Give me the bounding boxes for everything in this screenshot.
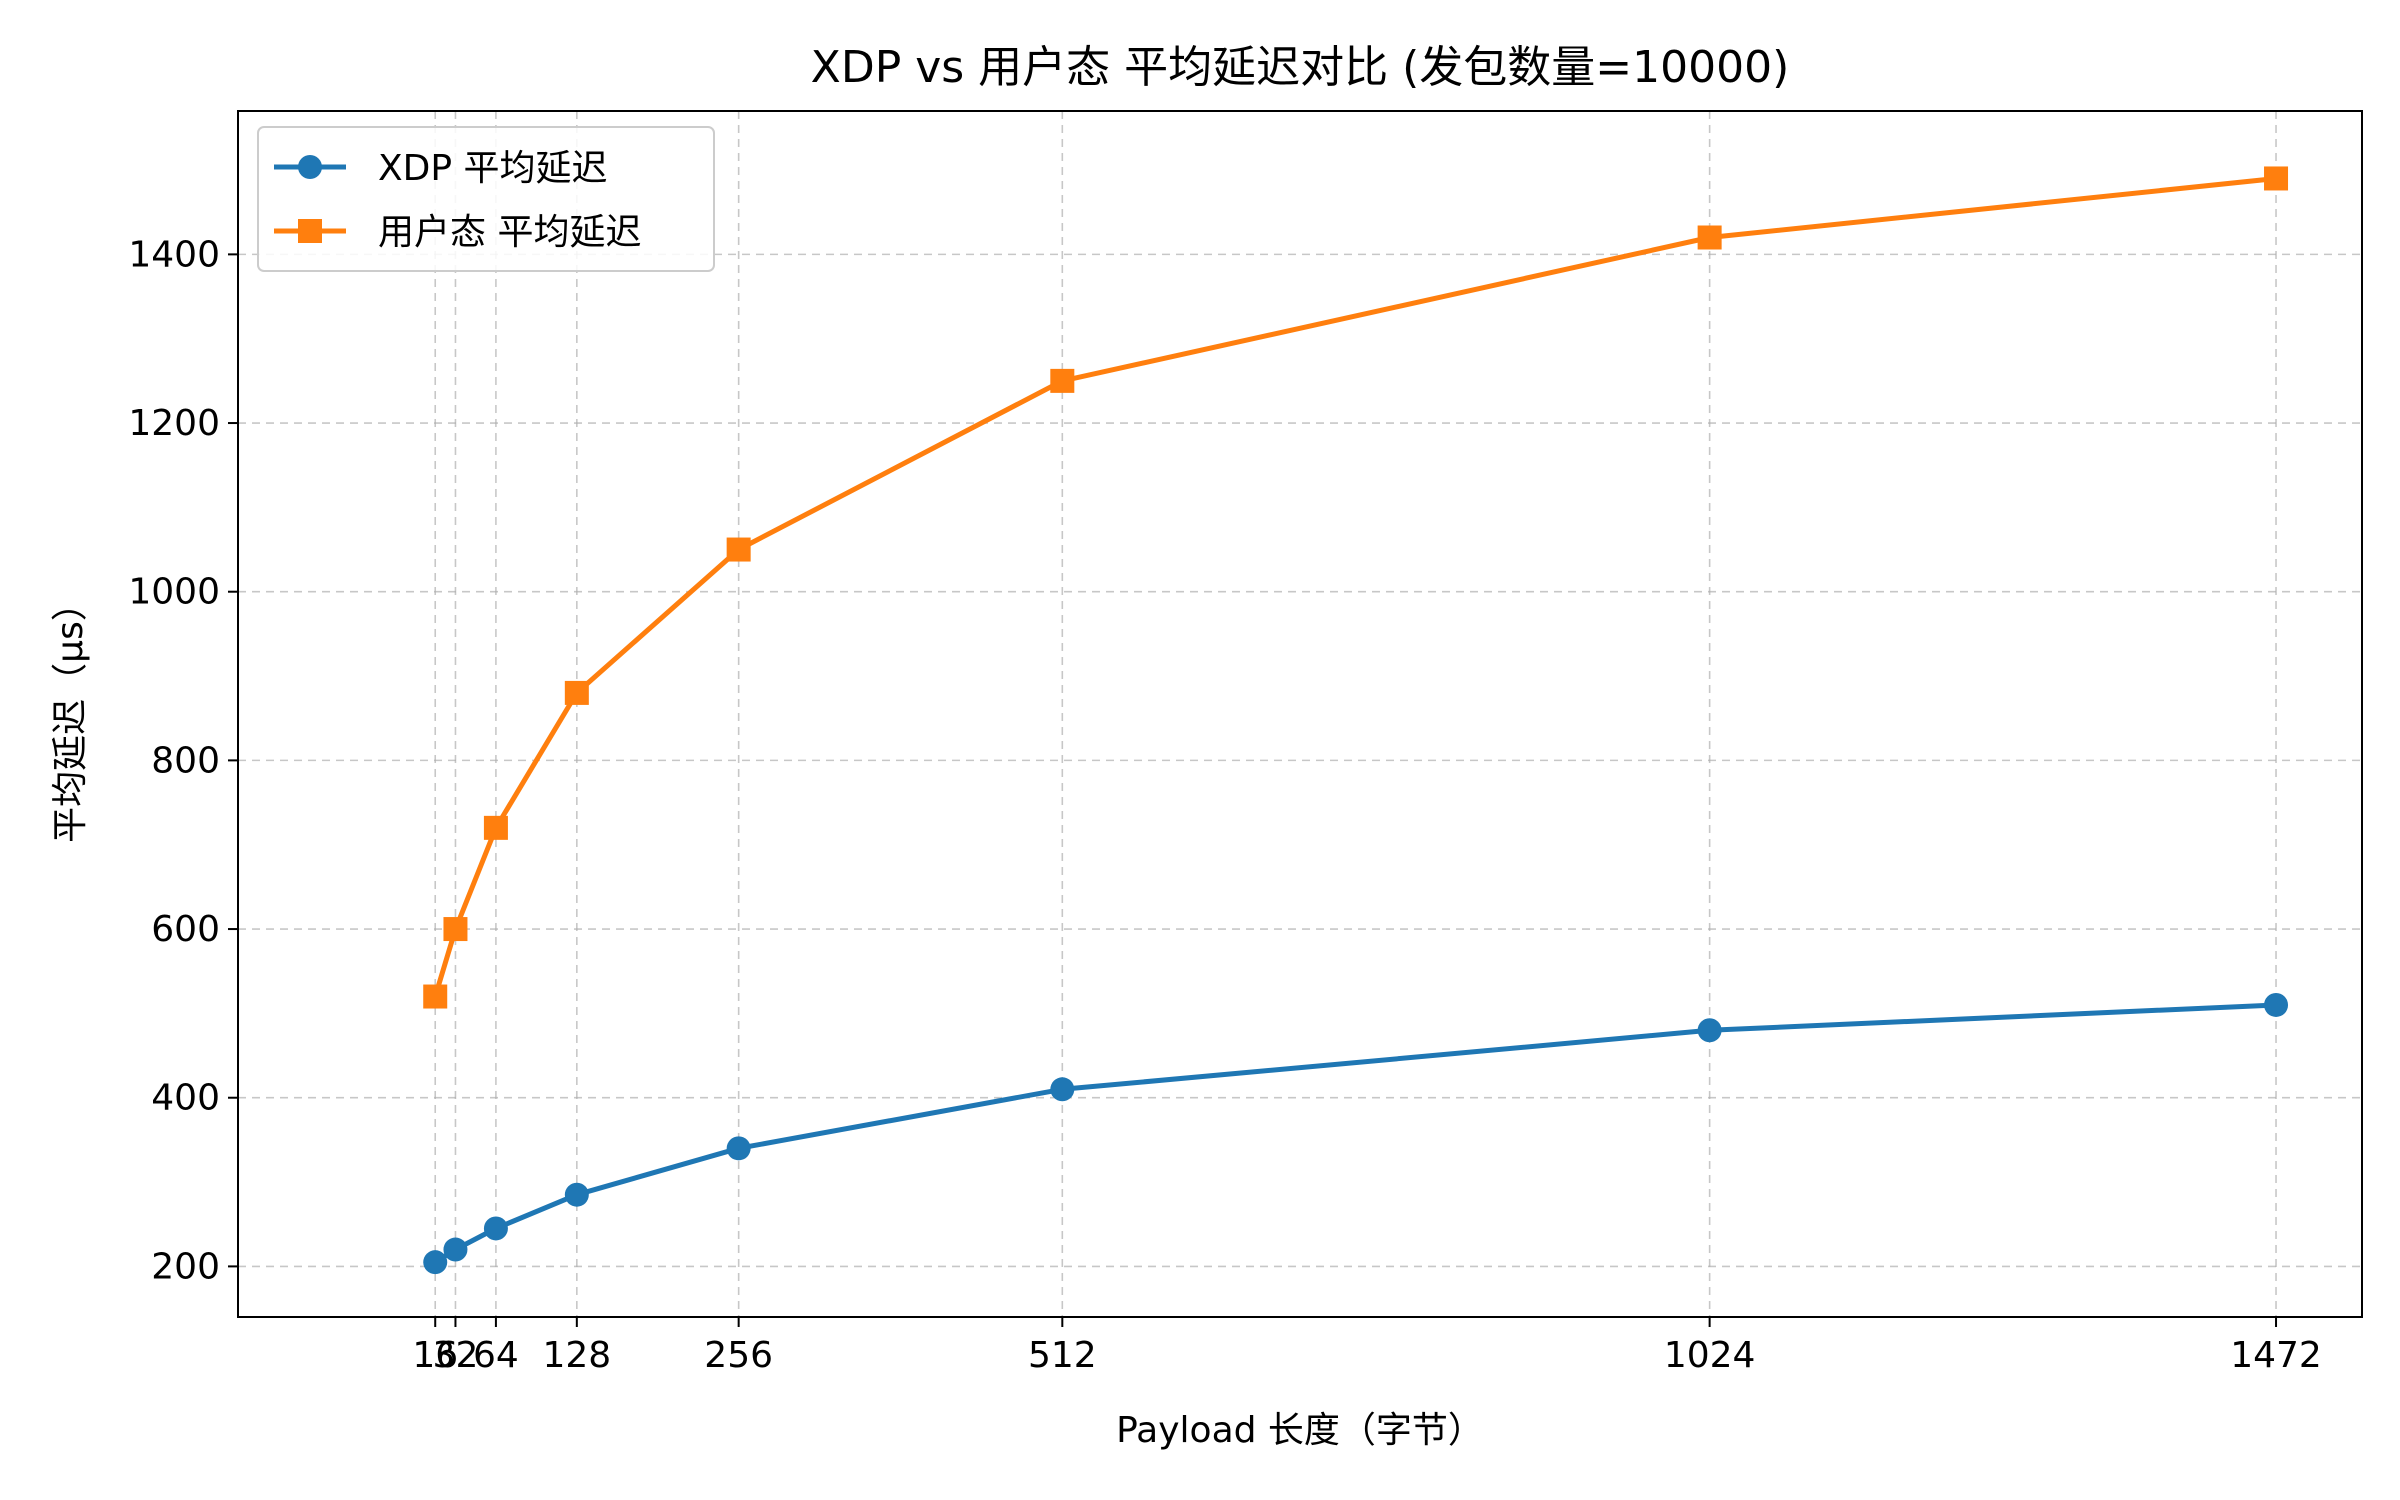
y-tick-label: 600 <box>151 909 220 950</box>
data-point-0-0 <box>423 1250 448 1275</box>
x-tick-label: 128 <box>542 1335 611 1376</box>
data-point-0-5 <box>1050 1077 1075 1102</box>
data-point-0-3 <box>564 1182 589 1207</box>
legend-item-1: 用户态 平均延迟 <box>274 212 641 253</box>
data-point-0-2 <box>483 1216 508 1241</box>
data-point-1-2 <box>483 815 508 840</box>
legend-marker-square <box>298 219 322 243</box>
x-tick-label: 64 <box>473 1335 519 1376</box>
data-point-1-3 <box>564 680 589 705</box>
x-tick-label: 256 <box>704 1335 773 1376</box>
series-line-1 <box>432 176 2279 999</box>
y-tick-label: 400 <box>151 1078 220 1119</box>
x-tick-label: 512 <box>1028 1335 1097 1376</box>
series-1 <box>423 166 2289 1009</box>
data-point-1-0 <box>423 984 448 1009</box>
legend-marker-circle <box>298 155 322 179</box>
plot-frame <box>237 110 2363 1318</box>
data-point-0-1 <box>443 1237 468 1262</box>
data-point-1-4 <box>726 537 751 562</box>
legend-label: XDP 平均延迟 <box>378 148 608 189</box>
data-point-0-4 <box>726 1136 751 1161</box>
data-point-0-7 <box>2264 992 2289 1017</box>
legend-item-0: XDP 平均延迟 <box>274 148 608 189</box>
data-point-1-7 <box>2264 166 2289 191</box>
y-tick-label: 1000 <box>128 572 220 613</box>
data-point-1-6 <box>1697 225 1722 250</box>
y-tick-label: 1200 <box>128 403 220 444</box>
y-tick-label: 200 <box>151 1246 220 1287</box>
y-tick-label: 1400 <box>128 234 220 275</box>
x-tick-label: 1472 <box>2230 1335 2322 1376</box>
x-tick-label: 32 <box>433 1335 479 1376</box>
y-tick-label: 800 <box>151 740 220 781</box>
data-point-1-5 <box>1050 368 1075 393</box>
legend-box <box>257 126 715 272</box>
x-axis-label: Payload 长度（字节） <box>1116 1410 1484 1451</box>
legend-label: 用户态 平均延迟 <box>378 212 641 253</box>
data-point-1-1 <box>443 917 468 942</box>
x-tick-label: 1024 <box>1664 1335 1756 1376</box>
y-axis-label: 平均延迟（μs） <box>50 585 91 843</box>
data-point-0-6 <box>1697 1018 1722 1043</box>
series-layer <box>423 166 2289 1275</box>
chart-title: XDP vs 用户态 平均延迟对比 (发包数量=10000) <box>811 42 1790 93</box>
x-tick-label: 16 <box>412 1335 458 1376</box>
series-0 <box>423 992 2289 1275</box>
